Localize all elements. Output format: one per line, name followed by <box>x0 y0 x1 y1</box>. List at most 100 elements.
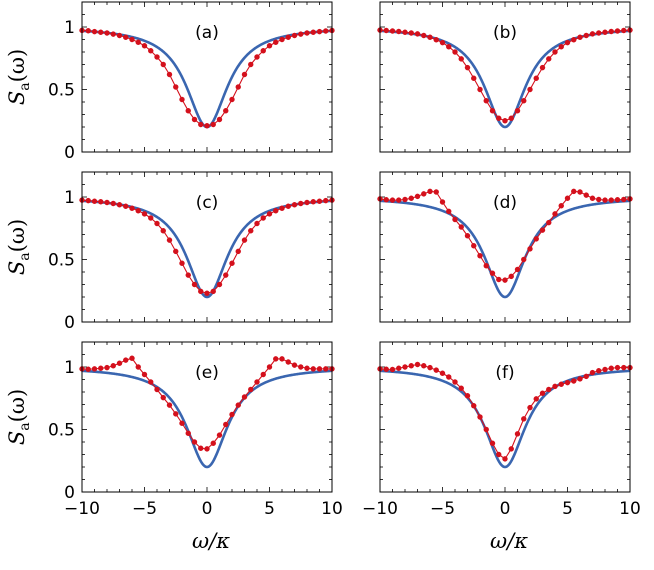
simulation-point <box>502 277 508 283</box>
x-tick-label: 0 <box>500 499 511 519</box>
simulation-point <box>439 39 446 46</box>
simulation-point <box>191 439 198 445</box>
simulation-point <box>421 363 427 369</box>
simulation-point <box>596 30 602 36</box>
simulation-point <box>508 115 514 121</box>
x-tick-label: 5 <box>264 499 275 519</box>
theory-curve <box>81 369 333 469</box>
simulation-point <box>285 359 291 365</box>
simulation-point <box>539 64 546 71</box>
simulation-point <box>533 236 539 242</box>
simulation-point <box>266 364 273 370</box>
theory-curve <box>379 199 631 299</box>
simulation-point <box>248 228 254 234</box>
simulation-point <box>173 411 179 417</box>
simulation-point <box>204 290 210 296</box>
simulation-point <box>273 356 279 362</box>
simulation-point <box>241 71 248 78</box>
simulation-point <box>85 28 91 34</box>
simulation-point <box>316 366 323 372</box>
simulation-point <box>291 32 298 39</box>
simulation-point <box>285 34 291 40</box>
simulation-point <box>166 71 173 78</box>
simulation-point <box>558 381 564 387</box>
simulation-point <box>496 451 502 458</box>
panel-d: (d) <box>377 171 633 323</box>
simulation-point <box>564 39 571 46</box>
panel-label: (b) <box>493 23 517 43</box>
simulation-point <box>546 219 552 226</box>
simulation-point <box>210 121 216 128</box>
simulation-point <box>402 29 408 35</box>
panel-label: (f) <box>495 363 514 383</box>
simulation-point <box>614 364 621 371</box>
simulation-point <box>521 416 527 422</box>
simulation-point <box>408 195 414 201</box>
simulation-point <box>98 365 104 371</box>
simulation-point <box>508 446 514 452</box>
simulation-point <box>273 39 279 45</box>
simulation-point <box>229 96 235 103</box>
simulation-point <box>254 54 260 60</box>
simulation-point <box>596 368 602 374</box>
simulation-point <box>502 118 508 124</box>
y-tick-label: 0 <box>64 483 75 503</box>
simulation-point <box>558 203 564 209</box>
simulation-point <box>241 394 248 400</box>
simulation-point <box>310 199 316 205</box>
simulation-point <box>502 456 508 462</box>
simulation-point <box>483 263 489 269</box>
simulation-point <box>210 440 216 446</box>
simulation-point <box>191 281 198 288</box>
simulation-point <box>129 355 135 361</box>
plot-frame <box>81 341 333 493</box>
simulation-point <box>527 404 533 411</box>
simulation-point <box>433 37 439 43</box>
simulation-point <box>533 396 539 402</box>
x-axis-title: ω/κ <box>490 529 528 553</box>
simulation-point <box>154 386 160 393</box>
panel-label: (c) <box>196 193 219 213</box>
simulation-point <box>179 420 185 426</box>
simulation-point <box>521 256 527 263</box>
simulation-point <box>229 260 235 266</box>
simulation-point <box>91 198 98 204</box>
simulation-point <box>204 123 210 129</box>
x-tick-label: −5 <box>430 499 455 519</box>
y-tick-label: 1 <box>64 18 75 38</box>
simulation-point <box>621 196 627 203</box>
simulation-point <box>166 237 173 243</box>
simulation-point <box>589 369 596 376</box>
simulation-point <box>248 386 254 393</box>
simulation-point <box>464 233 471 239</box>
plot-frame <box>81 1 333 153</box>
simulation-point <box>135 364 141 370</box>
simulation-point <box>148 48 154 54</box>
simulation-point <box>477 253 483 259</box>
simulation-point <box>577 189 583 195</box>
simulation-point <box>104 364 110 371</box>
simulation-point <box>471 403 477 409</box>
simulation-point <box>260 371 266 378</box>
simulation-point <box>160 394 166 401</box>
simulation-point <box>521 98 527 104</box>
simulation-point <box>135 208 141 214</box>
simulation-point <box>383 197 389 203</box>
simulation-point <box>85 366 91 372</box>
simulation-point <box>389 197 396 203</box>
simulation-point <box>477 414 483 420</box>
simulation-point <box>496 276 502 283</box>
x-tick-label: 5 <box>562 499 573 519</box>
plot-frame <box>379 171 631 323</box>
simulation-point <box>571 378 577 384</box>
simulation-point <box>273 208 279 214</box>
simulation-point <box>396 28 402 35</box>
simulation-point <box>198 445 204 451</box>
theory-curve <box>379 369 631 469</box>
simulation-point <box>571 37 577 43</box>
simulation-point <box>483 98 489 104</box>
simulation-point <box>304 30 310 36</box>
simulation-point <box>235 248 241 255</box>
x-tick-label: −10 <box>362 499 398 519</box>
simulation-point <box>427 34 433 40</box>
